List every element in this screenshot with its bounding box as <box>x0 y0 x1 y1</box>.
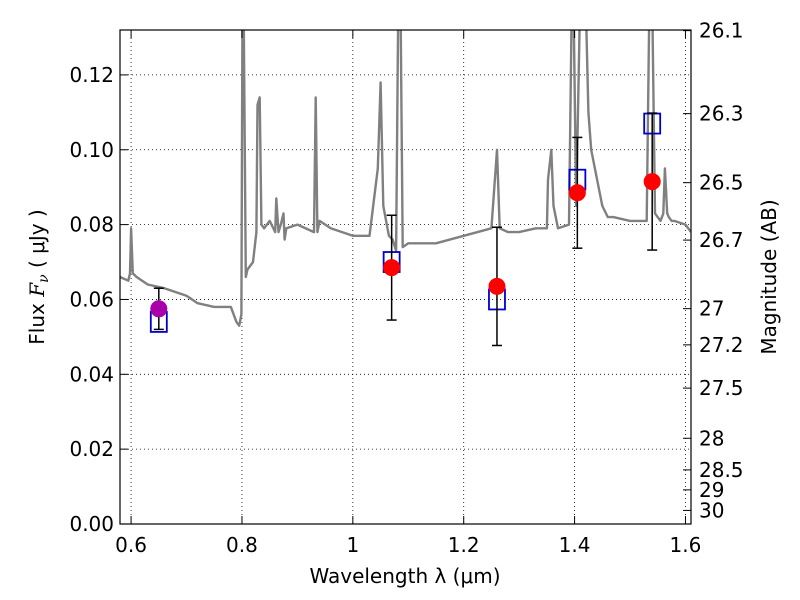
y2-tick-label: 26.5 <box>699 171 744 195</box>
y2-tick-label: 26.1 <box>699 19 744 43</box>
plot-marks <box>120 30 691 347</box>
observed-point-marker <box>568 184 586 202</box>
y-axis-label: Flux Fν ( μJy ) <box>25 209 52 344</box>
y-axis-label-suffix: ( μJy ) <box>25 209 49 274</box>
y2-tick-label: 28.5 <box>699 458 744 482</box>
x-tick-label: 0.8 <box>226 533 258 557</box>
y2-tick-label: 27 <box>699 297 724 321</box>
y2-tick-label: 30 <box>699 498 724 522</box>
spectrum-line <box>120 30 691 327</box>
y-axis-label-prefix: Flux <box>25 297 49 345</box>
observed-point-marker <box>488 277 506 295</box>
y2-tick-label: 29 <box>699 478 724 502</box>
y-tick-label: 0.02 <box>69 437 114 461</box>
y-axis-label-subscript: ν <box>36 274 52 283</box>
x-tick-label: 1 <box>346 533 359 557</box>
y-tick-label: 0.00 <box>69 512 114 536</box>
y-tick-label: 0.06 <box>69 287 114 311</box>
y-axis-label-variable: F <box>25 282 49 298</box>
y2-tick-label: 27.5 <box>699 376 744 400</box>
y2-axis-label: Magnitude (AB) <box>757 199 781 354</box>
observed-point-marker <box>383 259 401 277</box>
y-tick-label: 0.08 <box>69 213 114 237</box>
observed-point-marker <box>643 173 661 191</box>
x-tick-label: 1.6 <box>670 533 702 557</box>
y2-tick-label: 27.2 <box>699 333 744 357</box>
y2-tick-label: 28 <box>699 426 724 450</box>
x-tick-label: 0.6 <box>115 533 147 557</box>
y-tick-label: 0.10 <box>69 138 114 162</box>
x-tick-label: 1.4 <box>559 533 591 557</box>
y2-tick-label: 26.7 <box>699 228 744 252</box>
y-tick-label: 0.12 <box>69 63 114 87</box>
plot-frame <box>119 29 692 525</box>
x-tick-label: 1.2 <box>448 533 480 557</box>
x-axis: 0.6 0.8 1 1.2 1.4 1.6 <box>115 30 701 557</box>
y2-tick-label: 26.3 <box>699 102 744 126</box>
y-tick-label: 0.04 <box>69 362 114 386</box>
x-axis-label: Wavelength λ (μm) <box>309 564 500 588</box>
plot-area <box>120 30 691 524</box>
observed-point-marker <box>150 300 168 318</box>
y-axis: 0.00 0.02 0.04 0.06 0.08 0.10 0.12 <box>69 63 128 536</box>
